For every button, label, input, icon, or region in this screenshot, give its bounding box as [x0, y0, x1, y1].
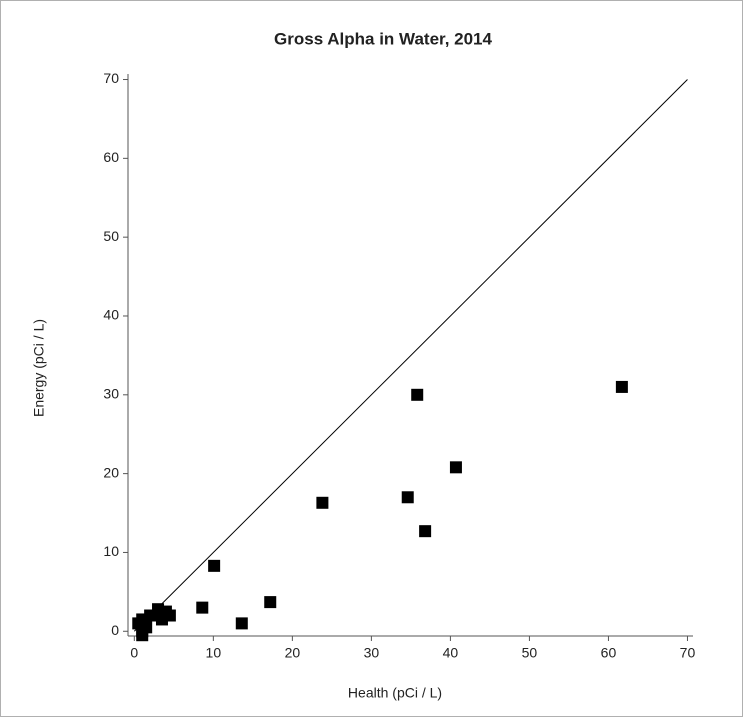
point	[419, 525, 432, 538]
point	[208, 559, 221, 572]
point	[196, 601, 209, 614]
x-tick-label: 60	[601, 645, 617, 661]
x-tick-label: 30	[364, 645, 380, 661]
point	[411, 388, 424, 401]
y-tick-label: 20	[103, 464, 119, 480]
y-tick-label: 10	[103, 543, 119, 559]
x-tick-label: 40	[443, 645, 459, 661]
y-tick-label: 40	[103, 307, 119, 323]
point	[155, 613, 168, 626]
reference-line	[133, 79, 688, 632]
x-tick-label: 70	[680, 645, 696, 661]
x-tick-label: 10	[206, 645, 222, 661]
y-tick-label: 30	[103, 386, 119, 402]
point	[235, 617, 248, 630]
y-axis-label: Energy (pCi / L)	[31, 319, 47, 417]
x-tick-label: 0	[130, 645, 138, 661]
x-tick-label: 50	[522, 645, 538, 661]
point	[401, 491, 414, 504]
point	[136, 629, 149, 642]
y-tick-label: 50	[103, 228, 119, 244]
point	[132, 617, 145, 630]
point	[449, 461, 462, 474]
x-axis-label: Health (pCi / L)	[348, 685, 442, 701]
y-tick-label: 70	[103, 70, 119, 86]
point	[264, 596, 277, 609]
y-tick-label: 0	[111, 622, 119, 638]
x-tick-label: 20	[285, 645, 301, 661]
chart-title: Gross Alpha in Water, 2014	[274, 29, 492, 48]
y-tick-label: 60	[103, 149, 119, 165]
point	[615, 380, 628, 393]
point	[316, 496, 329, 509]
